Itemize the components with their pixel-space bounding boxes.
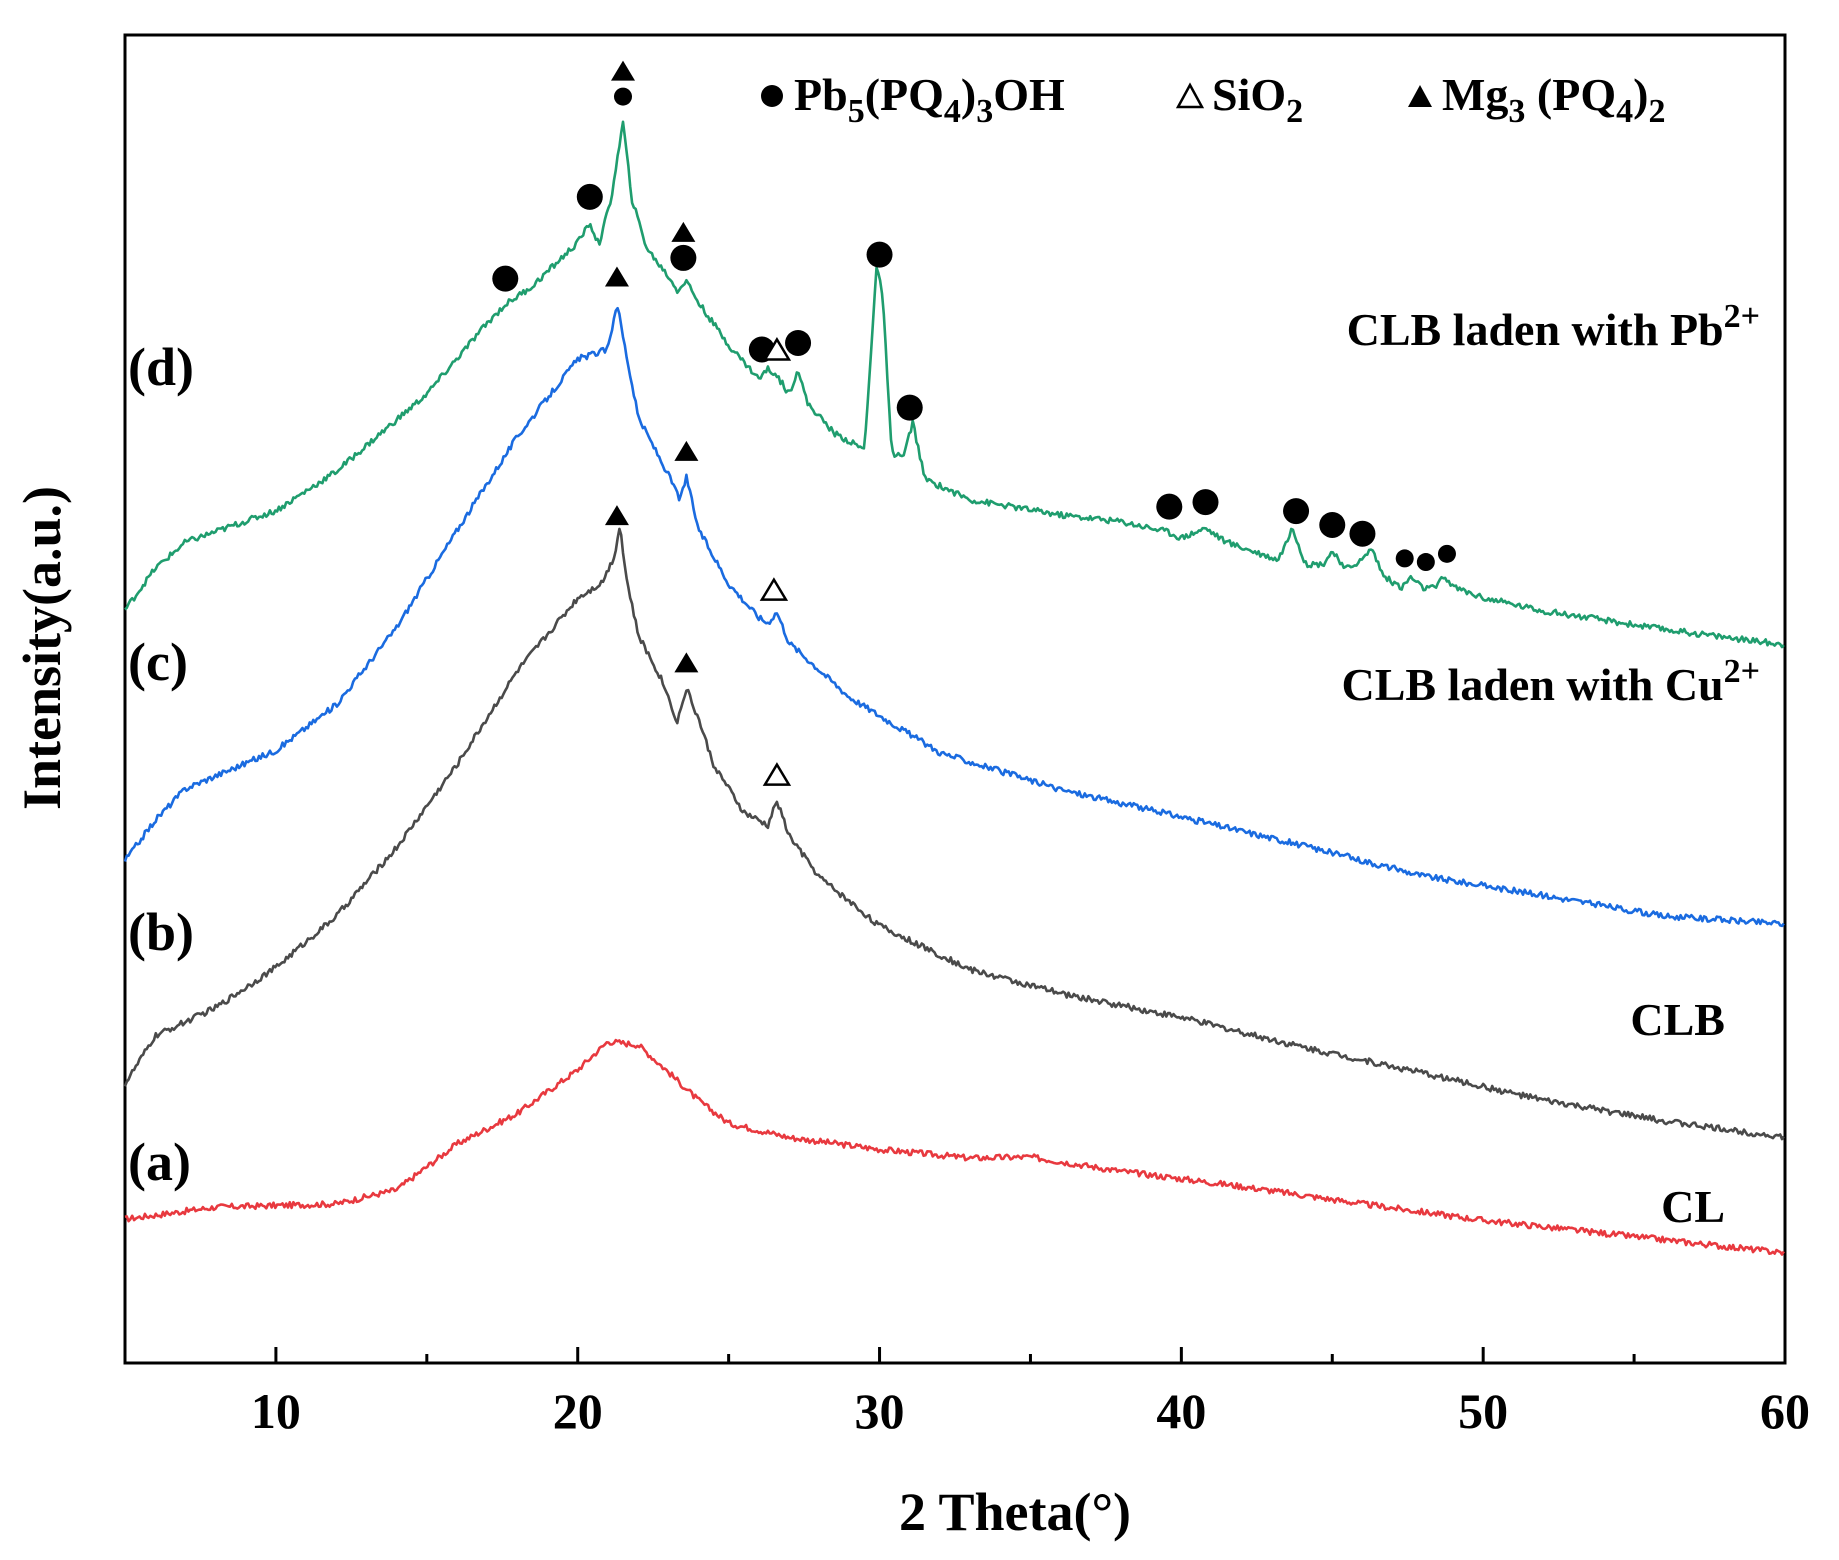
peak-marker-filled-circle-18: [1437, 544, 1456, 563]
peak-marker-filled-circle-8: [785, 329, 812, 356]
legend-marker-filled-triangle: [1408, 85, 1432, 107]
peak-marker-filled-circle-11: [1156, 493, 1183, 520]
peak-marker-filled-triangle-19: [604, 266, 629, 287]
legend-label-1: SiO2​: [1212, 69, 1303, 130]
legend-marker-open-triangle: [1175, 82, 1205, 109]
peak-marker-filled-circle-9: [866, 241, 893, 268]
x-tick-label-20: 20: [553, 1383, 603, 1439]
peak-marker-filled-circle-10: [896, 394, 923, 421]
peak-marker-filled-circle-1: [576, 183, 603, 210]
series-lines: [123, 120, 1785, 1256]
legend-label-2: Mg3​ (PQ4​)2​: [1442, 69, 1665, 130]
series-labels: (a) CL (b) CLB (c) CLB laden with Cu2+​ (d) CLB…: [128, 298, 1760, 1232]
legend-marker-filled-circle: [761, 85, 783, 107]
series-line-a: [124, 1038, 1785, 1256]
series-label-a: CL: [1661, 1181, 1725, 1232]
series-label-c: CLB laden with Cu2+​: [1341, 653, 1760, 710]
x-tick-label-30: 30: [855, 1383, 905, 1439]
peak-marker-filled-circle-4: [670, 244, 697, 271]
legend: Pb5​(PQ4​)3​OH SiO2​ Mg3​ (PQ4​)2​: [761, 69, 1665, 130]
series-label-b: CLB: [1630, 994, 1725, 1045]
x-tick-label-10: 10: [251, 1383, 301, 1439]
plot-border: [123, 33, 1787, 1365]
peak-marker-filled-triangle-23: [674, 652, 699, 673]
peak-marker-filled-triangle-5: [671, 221, 696, 242]
plot-frame: [123, 33, 1787, 1365]
peak-marker-filled-circle-15: [1349, 520, 1376, 547]
x-axis: 10 20 30 40 50 60: [123, 1347, 1810, 1439]
peak-marker-filled-circle-14: [1319, 511, 1346, 538]
series-id-d: (d): [128, 337, 194, 397]
peak-marker-filled-circle-16: [1395, 549, 1414, 568]
legend-label-0: Pb5​(PQ4​)3​OH: [794, 69, 1065, 130]
peak-marker-filled-circle-17: [1416, 553, 1435, 572]
x-tick-label-60: 60: [1760, 1383, 1810, 1439]
series-line-c: [123, 306, 1785, 928]
peak-marker-open-triangle-7: [762, 337, 792, 361]
series-id-b: (b): [128, 902, 194, 962]
series-label-d: CLB laden with Pb2+​: [1347, 298, 1760, 355]
peak-marker-filled-circle-2: [614, 87, 632, 106]
series-line-d: [124, 120, 1785, 649]
peak-marker-filled-triangle-22: [604, 505, 629, 526]
x-axis-title: 2 Theta(°): [899, 1482, 1131, 1542]
peak-marker-filled-triangle-3: [611, 60, 635, 81]
x-tick-label-40: 40: [1156, 1383, 1206, 1439]
peak-marker-filled-circle-12: [1192, 489, 1219, 516]
peak-marker-filled-circle-0: [492, 265, 519, 292]
peak-marker-filled-circle-13: [1283, 498, 1310, 525]
peak-marker-open-triangle-24: [762, 762, 792, 786]
x-tick-label-50: 50: [1458, 1383, 1508, 1439]
y-axis-title: Intensity(a.u.): [12, 486, 72, 810]
peak-markers: [492, 60, 1456, 786]
series-line-b: [123, 527, 1785, 1141]
series-id-c: (c): [128, 632, 188, 692]
peak-marker-filled-triangle-20: [674, 440, 699, 461]
series-id-a: (a): [128, 1132, 191, 1192]
peak-marker-open-triangle-21: [759, 577, 789, 601]
